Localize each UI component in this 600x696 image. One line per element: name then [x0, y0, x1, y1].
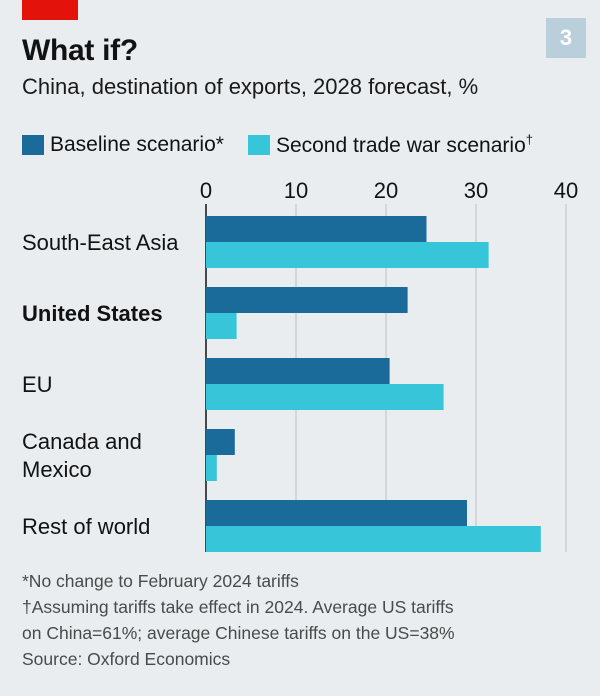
x-tick-label: 30 — [464, 178, 488, 203]
bar — [206, 500, 467, 526]
footnote-trade-war-2: on China=61%; average Chinese tariffs on… — [22, 623, 455, 643]
bar — [206, 216, 427, 242]
legend-item-baseline: Baseline scenario* — [22, 133, 224, 157]
bar — [206, 287, 408, 313]
x-tick-label: 10 — [284, 178, 308, 203]
legend-item-trade-war: Second trade war scenario† — [247, 132, 533, 158]
legend: Baseline scenario* Second trade war scen… — [22, 132, 557, 158]
bar — [206, 526, 541, 552]
chart-title: What if? — [22, 34, 138, 67]
legend-label-trade-war-dagger: † — [525, 132, 533, 147]
legend-label-trade-war: Second trade war scenario† — [276, 132, 533, 158]
x-tick-label: 0 — [200, 178, 212, 203]
footnotes: *No change to February 2024 tariffs †Ass… — [22, 568, 582, 672]
chart-subtitle: China, destination of exports, 2028 fore… — [22, 74, 479, 99]
category-label: EU — [22, 372, 53, 397]
legend-swatch-baseline — [22, 135, 44, 155]
bar — [206, 384, 444, 410]
legend-label-baseline: Baseline scenario* — [50, 133, 224, 156]
legend-swatch-trade-war — [247, 135, 270, 155]
bar — [206, 455, 217, 481]
category-label: United States — [22, 301, 163, 326]
footnote-source: Source: Oxford Economics — [22, 649, 231, 669]
category-label: Rest of world — [22, 514, 150, 539]
category-label: Mexico — [22, 457, 92, 482]
x-tick-label: 20 — [374, 178, 398, 203]
legend-label-trade-war-text: Second trade war scenario — [275, 134, 526, 157]
category-label: South-East Asia — [22, 230, 179, 255]
bar — [206, 358, 390, 384]
bar — [206, 242, 489, 268]
brand-tag — [22, 0, 78, 20]
bar — [206, 313, 237, 339]
footnote-trade-war-1: †Assuming tariffs take effect in 2024. A… — [22, 597, 454, 617]
x-tick-label: 40 — [554, 178, 578, 203]
footnote-baseline: *No change to February 2024 tariffs — [22, 571, 299, 591]
bar — [206, 429, 235, 455]
chart-number-badge: 3 — [546, 18, 586, 58]
category-label: Canada and — [22, 429, 142, 454]
